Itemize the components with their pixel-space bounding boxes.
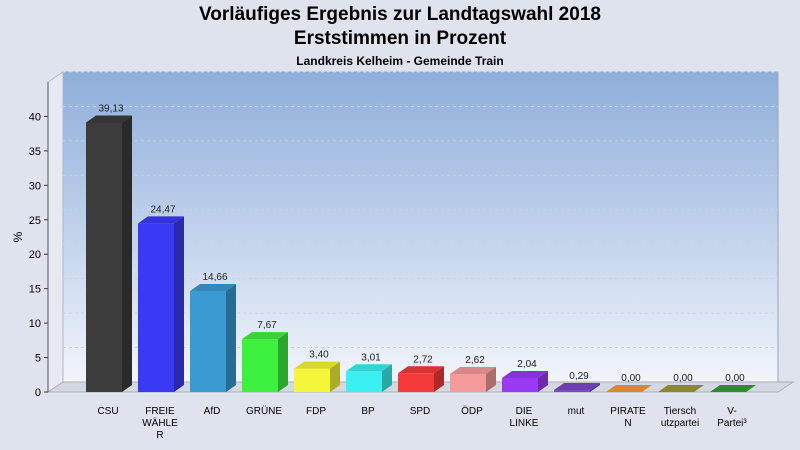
- y-tick-label: 35: [29, 146, 41, 158]
- bar-side: [330, 361, 340, 392]
- x-tick-label: AfD: [204, 406, 221, 417]
- bar-top: [86, 115, 132, 123]
- bar: [554, 390, 590, 392]
- y-tick-label: 25: [29, 215, 41, 227]
- x-tick-label: FREIE: [145, 406, 175, 417]
- bar-side: [226, 284, 236, 392]
- chart-subtitle: Erststimmen in Prozent: [293, 28, 507, 49]
- x-tick-label: GRÜNE: [246, 405, 282, 417]
- bar: [86, 122, 122, 392]
- bar-top: [398, 366, 444, 374]
- x-tick-label: V-: [727, 406, 736, 417]
- x-tick-label: LINKE: [510, 418, 539, 429]
- bar-top: [294, 361, 340, 369]
- bar-side: [538, 370, 548, 392]
- bar-top: [450, 366, 496, 374]
- plot-side-wall: [47, 71, 64, 393]
- data-label: 0,00: [725, 373, 745, 384]
- bar-side: [278, 332, 288, 392]
- bar: [398, 373, 434, 392]
- bar-side: [122, 115, 132, 392]
- data-label: 0,00: [673, 373, 693, 384]
- bar-side: [382, 364, 392, 392]
- x-tick-label: Tiersch: [664, 406, 696, 417]
- y-tick-label: 20: [29, 249, 41, 261]
- x-tick-label: N: [624, 418, 631, 429]
- data-label: 3,40: [309, 350, 329, 361]
- bar-top: [190, 284, 236, 292]
- y-tick-label: 5: [35, 353, 41, 365]
- bar: [450, 373, 486, 392]
- bar-top: [138, 216, 184, 224]
- bar: [502, 377, 538, 392]
- x-tick-label: mut: [568, 406, 585, 417]
- data-label: 2,04: [517, 359, 537, 370]
- data-label: 2,62: [465, 355, 485, 366]
- bar-top: [658, 385, 704, 392]
- y-tick-label: 15: [29, 284, 41, 296]
- y-axis-label: %: [11, 231, 25, 242]
- bar-top: [502, 370, 548, 378]
- data-label: 3,01: [361, 352, 381, 363]
- bar-top: [606, 385, 652, 392]
- bar-top: [710, 385, 756, 392]
- y-tick-label: 30: [29, 180, 41, 192]
- bar-top: [242, 332, 288, 340]
- bar: [190, 291, 226, 392]
- bar-top: [346, 364, 392, 372]
- y-tick-label: 0: [35, 387, 41, 399]
- data-label: 2,72: [413, 354, 433, 365]
- data-label: 0,00: [621, 373, 641, 384]
- data-label: 39,13: [98, 103, 123, 114]
- x-tick-label: WÄHLE: [142, 417, 178, 429]
- x-tick-label: utzpartei: [661, 418, 699, 429]
- data-label: 7,67: [257, 320, 277, 331]
- data-label: 14,66: [202, 272, 227, 283]
- x-tick-label: FDP: [306, 406, 326, 417]
- bar-side: [174, 216, 184, 392]
- bar: [242, 339, 278, 392]
- x-tick-label: Partei³: [717, 418, 747, 429]
- y-tick-label: 40: [29, 111, 41, 123]
- chart-title: Vorläufiges Ergebnis zur Landtagswahl 20…: [199, 4, 601, 25]
- x-tick-label: BP: [361, 406, 375, 417]
- x-tick-label: DIE: [516, 406, 533, 417]
- data-label: 24,47: [150, 204, 175, 215]
- data-label: 0,29: [569, 371, 589, 382]
- x-tick-label: CSU: [97, 406, 118, 417]
- chart-location: Landkreis Kelheim - Gemeinde Train: [296, 54, 504, 68]
- bar-side: [434, 366, 444, 392]
- bar-top: [554, 383, 600, 391]
- bar: [294, 368, 330, 392]
- bar: [138, 223, 174, 392]
- x-tick-label: PIRATE: [610, 406, 646, 417]
- bar-side: [590, 383, 600, 392]
- bar-side: [486, 366, 496, 392]
- x-tick-label: R: [156, 430, 163, 441]
- bar: [346, 371, 382, 392]
- y-tick-label: 10: [29, 318, 41, 330]
- x-tick-label: SPD: [410, 406, 431, 417]
- x-tick-label: ÖDP: [461, 405, 483, 417]
